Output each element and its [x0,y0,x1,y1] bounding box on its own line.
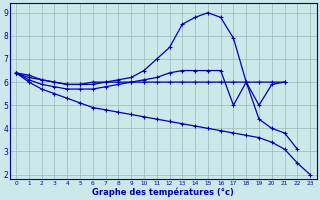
X-axis label: Graphe des températures (°c): Graphe des températures (°c) [92,187,234,197]
